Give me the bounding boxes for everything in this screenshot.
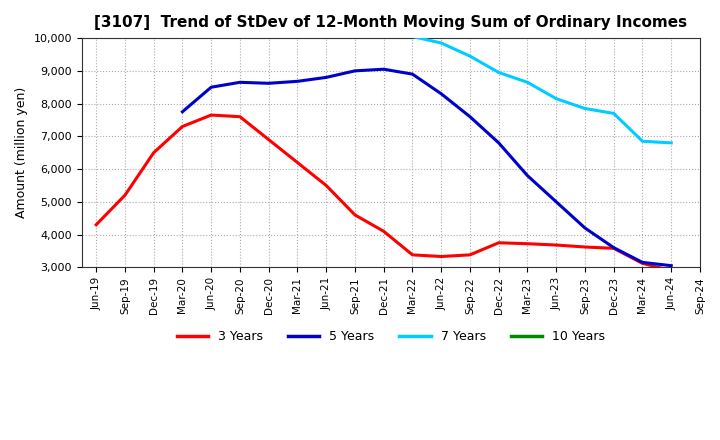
Y-axis label: Amount (million yen): Amount (million yen) <box>15 87 28 218</box>
Title: [3107]  Trend of StDev of 12-Month Moving Sum of Ordinary Incomes: [3107] Trend of StDev of 12-Month Moving… <box>94 15 688 30</box>
Legend: 3 Years, 5 Years, 7 Years, 10 Years: 3 Years, 5 Years, 7 Years, 10 Years <box>172 325 610 348</box>
